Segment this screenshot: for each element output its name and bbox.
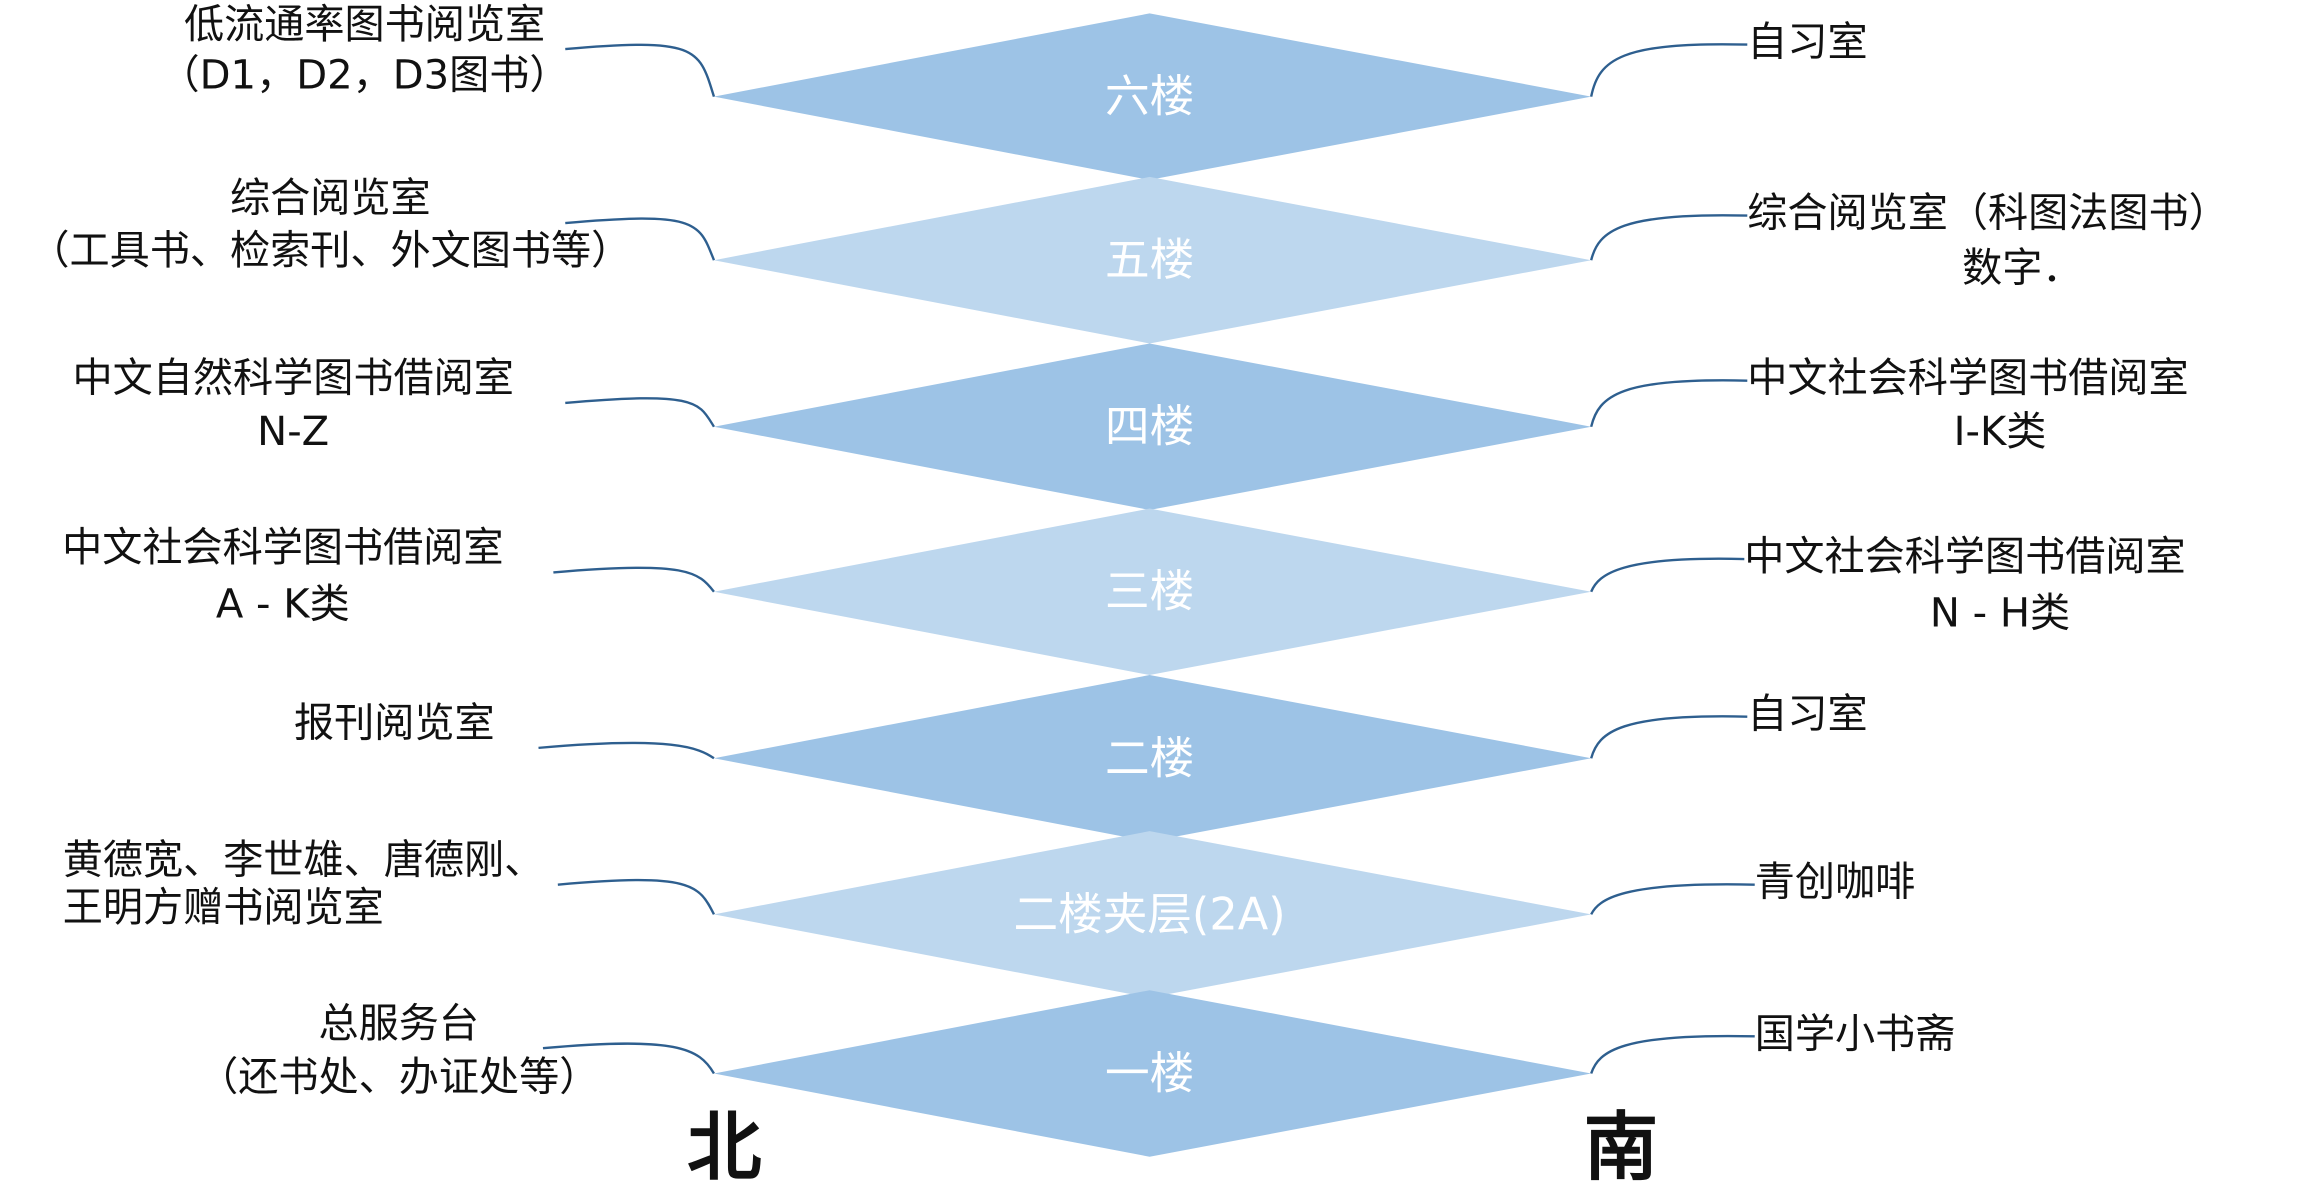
south-room: 青创咖啡	[1755, 860, 1916, 906]
connector	[1590, 557, 1745, 593]
south-room: 中文社会科学图书借阅室	[1744, 534, 2185, 580]
north-room: A - K类	[216, 582, 350, 628]
connector	[565, 397, 715, 428]
north-room: N-Z	[257, 409, 329, 455]
floor-diamond	[713, 990, 1592, 1157]
floor-label: 三楼	[1105, 566, 1194, 618]
south-room: 综合阅览室（科图法图书）	[1747, 191, 2229, 237]
north-room: 中文社会科学图书借阅室	[62, 525, 503, 571]
south-room: 数字．	[1962, 246, 2082, 292]
connector	[1590, 1034, 1755, 1074]
connector	[557, 878, 716, 915]
south-room: 自习室	[1747, 20, 1867, 66]
north-label: 北	[687, 1104, 761, 1185]
floor-diamond	[713, 176, 1592, 344]
floor-label: 二楼	[1105, 732, 1194, 784]
connector	[565, 217, 716, 261]
north-room: 中文自然科学图书借阅室	[72, 356, 513, 402]
south-room: 中文社会科学图书借阅室	[1747, 356, 2188, 402]
connector	[1590, 379, 1748, 427]
floor-label: 六楼	[1105, 71, 1194, 123]
connector	[538, 741, 715, 760]
north-room: 王明方赠书阅览室	[63, 885, 384, 931]
connector	[1590, 214, 1748, 261]
connector	[565, 43, 716, 97]
south-room: 国学小书斋	[1755, 1011, 1956, 1057]
floor-diamond	[713, 13, 1592, 180]
north-room: 总服务台	[318, 1001, 479, 1047]
connector	[553, 566, 715, 593]
floor-diamond	[713, 343, 1592, 510]
south-room: N - H类	[1930, 591, 2070, 637]
floor-diamond	[713, 508, 1592, 676]
south-room: I-K类	[1954, 409, 2047, 455]
floor-diamond	[713, 675, 1592, 842]
connector	[1590, 715, 1748, 759]
connector	[1590, 43, 1748, 97]
north-room: （工具书、检索刊、外文图书等）	[29, 228, 631, 274]
connector	[1590, 883, 1755, 915]
floor-diamond	[713, 831, 1592, 998]
north-room: 低流通率图书阅览室	[184, 2, 545, 48]
north-room: （还书处、办证处等）	[198, 1054, 599, 1100]
south-room: 自习室	[1747, 692, 1867, 738]
floor-label: 五楼	[1105, 234, 1194, 286]
floor-label: 二楼夹层(2A)	[1014, 888, 1286, 940]
south-label: 南	[1584, 1104, 1658, 1185]
connector	[542, 1042, 715, 1075]
north-room: 综合阅览室	[230, 176, 431, 222]
north-room: 报刊阅览室	[294, 701, 495, 747]
north-room: （D1，D2，D3图书）	[160, 52, 570, 98]
north-room: 黄德宽、李世雄、唐德刚、	[63, 837, 545, 883]
floor-label: 一楼	[1105, 1047, 1194, 1099]
floor-label: 四楼	[1105, 401, 1194, 453]
